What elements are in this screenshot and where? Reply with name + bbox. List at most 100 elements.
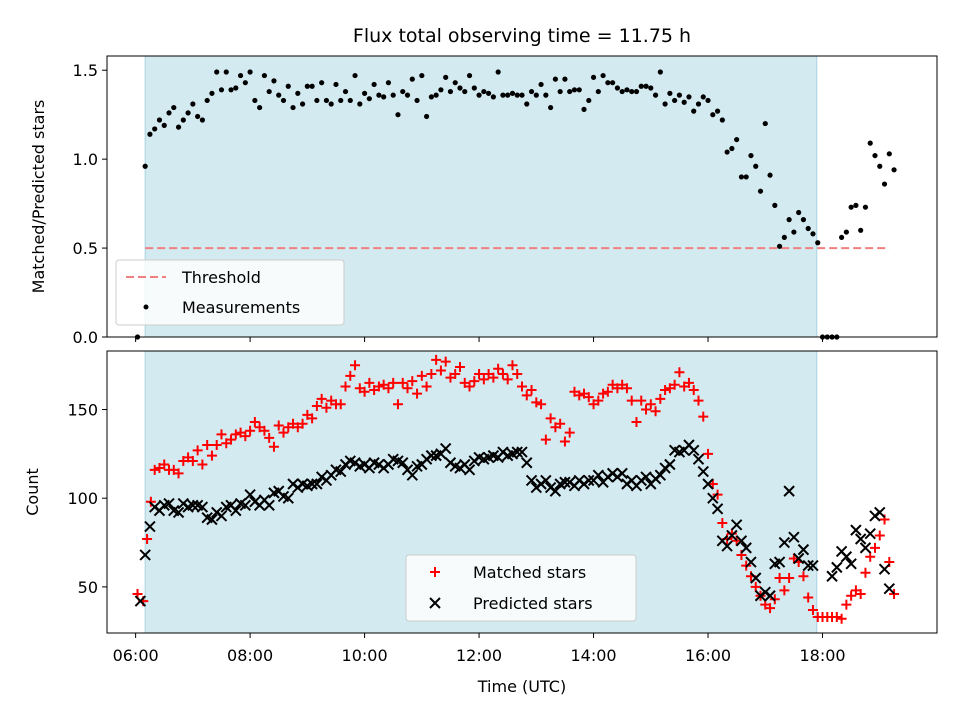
time-tick-label: 18:00 (799, 646, 845, 665)
measurement-point (652, 92, 659, 98)
matched-star-point (197, 459, 208, 470)
measurement-point (676, 92, 683, 98)
matched-star-point (655, 393, 666, 404)
legend-predicted-label: Predicted stars (473, 594, 593, 613)
count-panel-frame (106, 350, 938, 634)
predicted-star-point (139, 549, 151, 561)
measurement-point (290, 104, 296, 111)
measurement-point (595, 88, 601, 95)
measurement-point (505, 92, 511, 98)
measurement-point (810, 231, 816, 237)
matched-star-point (674, 367, 685, 378)
measurement-point (624, 87, 630, 93)
matched-star-point (831, 612, 842, 623)
measurement-point (600, 72, 606, 79)
measurement-point (161, 122, 167, 128)
matched-star-point (149, 464, 160, 475)
measurement-point (252, 97, 258, 104)
measurement-point (495, 69, 501, 75)
predicted-star-point (144, 520, 156, 533)
measurement-point (838, 234, 845, 241)
measurement-point (567, 88, 573, 95)
matched-star-point (416, 370, 427, 381)
legend-predicted-swatch (429, 597, 441, 609)
measurement-point (724, 149, 730, 155)
predicted-star-point (740, 542, 752, 554)
measurement-point (590, 74, 597, 80)
measurement-point (280, 97, 287, 104)
measurement-point (276, 92, 282, 98)
measurement-point (247, 69, 253, 75)
matched-star-point (364, 377, 375, 388)
matched-star-point (703, 448, 714, 459)
predicted-star-point (788, 531, 800, 543)
matched-star-point (259, 425, 270, 436)
measurement-point (261, 72, 268, 79)
chart-title: Flux total observing time = 11.75 h (353, 25, 691, 47)
matched-star-point (645, 399, 656, 410)
predicted-star-point (540, 474, 552, 487)
matched-star-point (774, 573, 785, 584)
matched-star-point (388, 377, 399, 388)
measurement-point (681, 99, 687, 105)
measurement-point (185, 110, 191, 116)
measurement-point (638, 83, 644, 89)
matched-star-point (426, 369, 437, 380)
measurement-point (447, 88, 454, 95)
ratio-tick-label: 0.0 (73, 328, 98, 347)
predicted-star-point (239, 499, 252, 512)
measurement-point (686, 94, 692, 100)
measurement-point (700, 94, 706, 100)
measurement-point (581, 106, 587, 112)
predicted-star-point (735, 535, 748, 547)
matched-star-point (350, 360, 361, 371)
count-y-ticks: 50 100 150 (67, 401, 107, 597)
matched-star-point (583, 392, 594, 403)
matched-star-point (855, 588, 866, 599)
predicted-star-point (439, 442, 452, 455)
matched-star-point (564, 427, 575, 438)
ratio-tick-label: 0.5 (73, 239, 98, 258)
measurement-point (514, 92, 520, 98)
measurement-point (414, 97, 420, 104)
predicted-star-point (845, 558, 857, 570)
measurement-point (438, 87, 444, 93)
matched-star-point (621, 383, 632, 394)
matched-star-point (278, 427, 289, 438)
matched-star-point (784, 573, 795, 584)
predicted-star-point (583, 474, 595, 487)
measurement-point (462, 88, 468, 95)
predicted-star-point (196, 501, 209, 513)
measurement-point (443, 74, 449, 80)
measurement-point (548, 104, 554, 111)
measurement-point (714, 108, 721, 114)
measurement-point (366, 96, 372, 102)
matched-star-point (540, 434, 551, 445)
predicted-star-point (311, 478, 323, 490)
measurement-point (304, 83, 310, 89)
predicted-star-point (521, 457, 533, 469)
measurement-point (195, 113, 201, 120)
matched-star-point (450, 369, 461, 380)
matched-star-point (230, 429, 241, 440)
predicted-star-point (244, 488, 256, 501)
measurement-point (858, 227, 864, 233)
measurement-point (729, 145, 735, 152)
matched-star-point (636, 395, 647, 406)
measurement-point (156, 117, 163, 123)
predicted-star-point (516, 446, 528, 458)
measurement-point (409, 76, 415, 82)
measurement-point (695, 101, 702, 107)
measurement-point (848, 204, 854, 210)
predicted-star-point (792, 552, 805, 565)
measurement-point (519, 92, 525, 98)
measurement-point (390, 92, 396, 98)
measurement-point (776, 243, 783, 249)
matched-star-point (478, 374, 489, 385)
matched-star-point (216, 429, 227, 440)
measurement-point (657, 69, 663, 75)
predicted-star-point (831, 561, 843, 574)
measurement-point (295, 90, 301, 96)
predicted-star-point (859, 542, 872, 554)
measurement-point (381, 94, 387, 100)
